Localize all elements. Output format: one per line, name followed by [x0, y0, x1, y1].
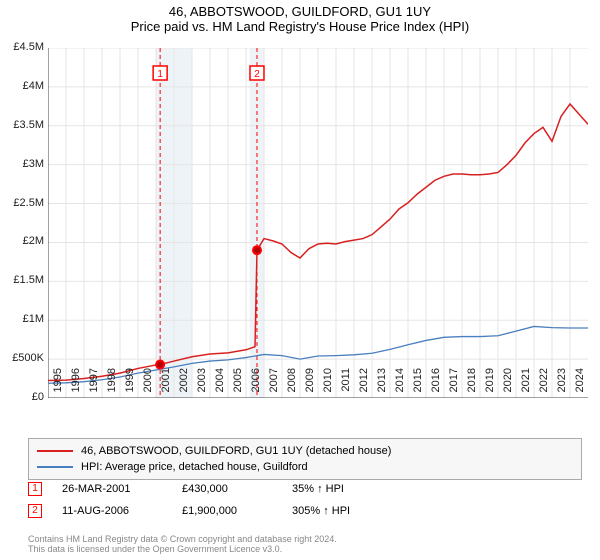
xtick-label: 2021 — [520, 368, 532, 408]
xtick-label: 2023 — [556, 368, 568, 408]
xtick-label: 1998 — [106, 368, 118, 408]
xtick-label: 2024 — [574, 368, 586, 408]
attrib-line1: Contains HM Land Registry data © Crown c… — [28, 534, 337, 544]
legend-swatch — [37, 466, 73, 468]
ytick-label: £1M — [4, 313, 44, 325]
page-title: 46, ABBOTSWOOD, GUILDFORD, GU1 1UY — [0, 0, 600, 19]
xtick-label: 2018 — [466, 368, 478, 408]
xtick-label: 2008 — [286, 368, 298, 408]
legend-item: HPI: Average price, detached house, Guil… — [37, 459, 573, 475]
ytick-label: £500K — [4, 352, 44, 364]
sale-price: £1,900,000 — [182, 505, 292, 517]
ytick-label: £4M — [4, 80, 44, 92]
xtick-label: 1999 — [124, 368, 136, 408]
svg-text:1: 1 — [157, 69, 163, 80]
ytick-label: £3M — [4, 158, 44, 170]
xtick-label: 2010 — [322, 368, 334, 408]
xtick-label: 1995 — [52, 368, 64, 408]
xtick-label: 2015 — [412, 368, 424, 408]
legend-label: HPI: Average price, detached house, Guil… — [81, 461, 308, 473]
xtick-label: 2014 — [394, 368, 406, 408]
page-subtitle: Price paid vs. HM Land Registry's House … — [0, 19, 600, 38]
legend-swatch — [37, 450, 73, 452]
sale-row: 2 11-AUG-2006£1,900,000305% ↑ HPI — [28, 504, 582, 518]
legend-label: 46, ABBOTSWOOD, GUILDFORD, GU1 1UY (deta… — [81, 445, 391, 457]
sale-marker: 2 — [28, 504, 42, 518]
xtick-label: 2005 — [232, 368, 244, 408]
ytick-label: £1.5M — [4, 274, 44, 286]
xtick-label: 2013 — [376, 368, 388, 408]
xtick-label: 2012 — [358, 368, 370, 408]
xtick-label: 1997 — [88, 368, 100, 408]
xtick-label: 2003 — [196, 368, 208, 408]
sale-pct: 35% ↑ HPI — [292, 483, 382, 495]
sale-marker: 1 — [28, 482, 42, 496]
xtick-label: 2016 — [430, 368, 442, 408]
xtick-label: 2000 — [142, 368, 154, 408]
ytick-label: £0 — [4, 391, 44, 403]
sale-pct: 305% ↑ HPI — [292, 505, 382, 517]
xtick-label: 2017 — [448, 368, 460, 408]
xtick-label: 2004 — [214, 368, 226, 408]
legend-item: 46, ABBOTSWOOD, GUILDFORD, GU1 1UY (deta… — [37, 443, 573, 459]
xtick-label: 2019 — [484, 368, 496, 408]
attribution: Contains HM Land Registry data © Crown c… — [28, 534, 582, 555]
xtick-label: 2006 — [250, 368, 262, 408]
xtick-label: 1996 — [70, 368, 82, 408]
ytick-label: £2.5M — [4, 197, 44, 209]
chart-container: 46, ABBOTSWOOD, GUILDFORD, GU1 1UY Price… — [0, 0, 600, 560]
ytick-label: £2M — [4, 235, 44, 247]
xtick-label: 2001 — [160, 368, 172, 408]
ytick-label: £4.5M — [4, 41, 44, 53]
svg-text:2: 2 — [254, 69, 260, 80]
xtick-label: 2007 — [268, 368, 280, 408]
xtick-label: 2011 — [340, 368, 352, 408]
xtick-label: 2009 — [304, 368, 316, 408]
chart-svg: 12 — [48, 48, 588, 398]
xtick-label: 2002 — [178, 368, 190, 408]
chart-area: 12 £0£500K£1M£1.5M£2M£2.5M£3M£3.5M£4M£4.… — [48, 48, 588, 398]
attrib-line2: This data is licensed under the Open Gov… — [28, 544, 282, 554]
legend: 46, ABBOTSWOOD, GUILDFORD, GU1 1UY (deta… — [28, 438, 582, 480]
sale-date: 26-MAR-2001 — [62, 483, 182, 495]
xtick-label: 2022 — [538, 368, 550, 408]
sale-price: £430,000 — [182, 483, 292, 495]
xtick-label: 2020 — [502, 368, 514, 408]
sale-date: 11-AUG-2006 — [62, 505, 182, 517]
ytick-label: £3.5M — [4, 119, 44, 131]
sale-row: 1 26-MAR-2001£430,00035% ↑ HPI — [28, 482, 582, 496]
